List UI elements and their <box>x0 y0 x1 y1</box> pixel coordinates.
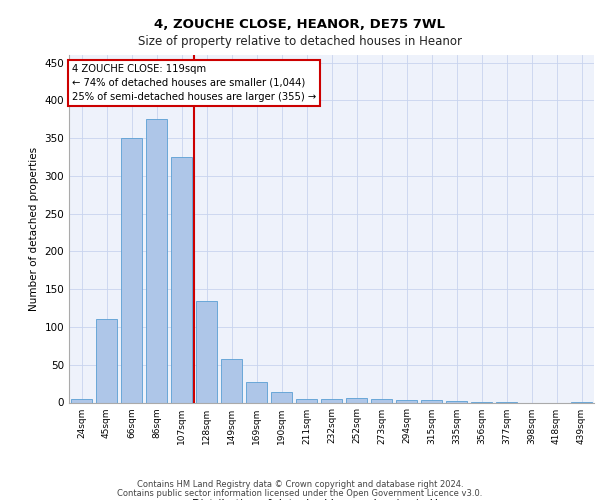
Bar <box>221 360 242 403</box>
Text: 4 ZOUCHE CLOSE: 119sqm
← 74% of detached houses are smaller (1,044)
25% of semi-: 4 ZOUCHE CLOSE: 119sqm ← 74% of detached… <box>71 64 316 102</box>
Bar <box>121 138 142 402</box>
Text: Contains HM Land Registry data © Crown copyright and database right 2024.: Contains HM Land Registry data © Crown c… <box>137 480 463 489</box>
Bar <box>71 398 92 402</box>
Bar <box>246 382 267 402</box>
Bar <box>96 320 117 402</box>
Bar <box>371 398 392 402</box>
Text: 4, ZOUCHE CLOSE, HEANOR, DE75 7WL: 4, ZOUCHE CLOSE, HEANOR, DE75 7WL <box>155 18 445 30</box>
Text: Size of property relative to detached houses in Heanor: Size of property relative to detached ho… <box>138 35 462 48</box>
Bar <box>396 400 417 402</box>
Text: Contains public sector information licensed under the Open Government Licence v3: Contains public sector information licen… <box>118 488 482 498</box>
Bar <box>296 398 317 402</box>
Bar <box>421 400 442 402</box>
Bar <box>321 398 342 402</box>
Bar <box>171 157 192 402</box>
Y-axis label: Number of detached properties: Number of detached properties <box>29 146 39 311</box>
Bar <box>146 119 167 403</box>
Bar <box>446 401 467 402</box>
Bar <box>196 300 217 402</box>
Bar <box>346 398 367 402</box>
Bar <box>271 392 292 402</box>
